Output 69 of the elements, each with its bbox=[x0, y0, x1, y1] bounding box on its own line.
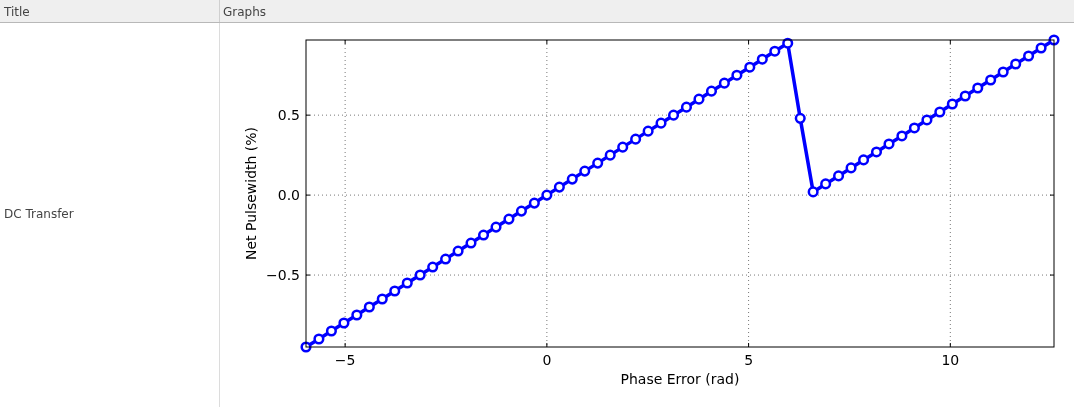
x-tick-label: 0 bbox=[542, 352, 552, 368]
point bbox=[477, 229, 490, 241]
x-tick-label: 10 bbox=[941, 352, 960, 368]
point bbox=[566, 173, 578, 185]
point bbox=[946, 98, 958, 110]
point bbox=[769, 45, 781, 57]
point bbox=[325, 325, 337, 337]
point bbox=[338, 317, 350, 329]
point bbox=[376, 293, 388, 305]
point bbox=[401, 277, 413, 289]
text: Graphs bbox=[223, 5, 267, 19]
x-tick-label: 5 bbox=[744, 352, 754, 368]
point bbox=[655, 117, 667, 129]
point bbox=[414, 269, 426, 281]
point bbox=[592, 157, 604, 169]
y-tick-label: 0.0 bbox=[277, 187, 300, 204]
point bbox=[794, 112, 806, 124]
point bbox=[313, 333, 325, 345]
point bbox=[503, 213, 515, 225]
y-axis-title: Net Pulsewidth (%) bbox=[243, 126, 259, 261]
point bbox=[1010, 58, 1022, 70]
point bbox=[744, 61, 756, 73]
point bbox=[731, 69, 743, 81]
point bbox=[465, 237, 477, 249]
point bbox=[705, 85, 718, 97]
point bbox=[908, 122, 920, 134]
point bbox=[490, 221, 502, 233]
point bbox=[921, 114, 933, 126]
point bbox=[959, 90, 971, 102]
point bbox=[579, 165, 591, 177]
x-axis-title: Phase Error (rad) bbox=[620, 371, 740, 387]
point bbox=[553, 181, 565, 193]
text: Title bbox=[3, 5, 30, 19]
point bbox=[845, 162, 857, 174]
point bbox=[630, 133, 642, 145]
point bbox=[680, 101, 693, 113]
point bbox=[351, 309, 363, 321]
point bbox=[693, 93, 705, 105]
point bbox=[668, 109, 680, 121]
point bbox=[972, 82, 984, 94]
point bbox=[617, 141, 629, 153]
point bbox=[807, 186, 819, 198]
point bbox=[1023, 50, 1035, 62]
point bbox=[883, 138, 895, 150]
point bbox=[515, 205, 527, 217]
point bbox=[541, 189, 553, 201]
point bbox=[389, 285, 401, 297]
point bbox=[896, 130, 908, 142]
y-tick-label: −0.5 bbox=[266, 267, 300, 284]
point bbox=[858, 154, 870, 166]
x-tick-label: −5 bbox=[334, 352, 356, 368]
text: DC Transfer bbox=[4, 207, 74, 221]
point bbox=[440, 253, 452, 265]
point bbox=[1035, 42, 1047, 54]
point bbox=[427, 261, 439, 273]
point bbox=[934, 106, 946, 118]
point bbox=[452, 245, 464, 257]
point bbox=[985, 74, 997, 86]
point bbox=[642, 125, 654, 137]
y-tick-label: 0.5 bbox=[277, 107, 300, 124]
point bbox=[604, 149, 616, 161]
point bbox=[718, 77, 730, 89]
point bbox=[997, 66, 1009, 78]
point bbox=[820, 178, 832, 190]
point bbox=[528, 197, 540, 209]
point bbox=[363, 301, 375, 313]
point bbox=[870, 146, 883, 158]
point bbox=[833, 170, 845, 182]
point bbox=[756, 53, 768, 65]
